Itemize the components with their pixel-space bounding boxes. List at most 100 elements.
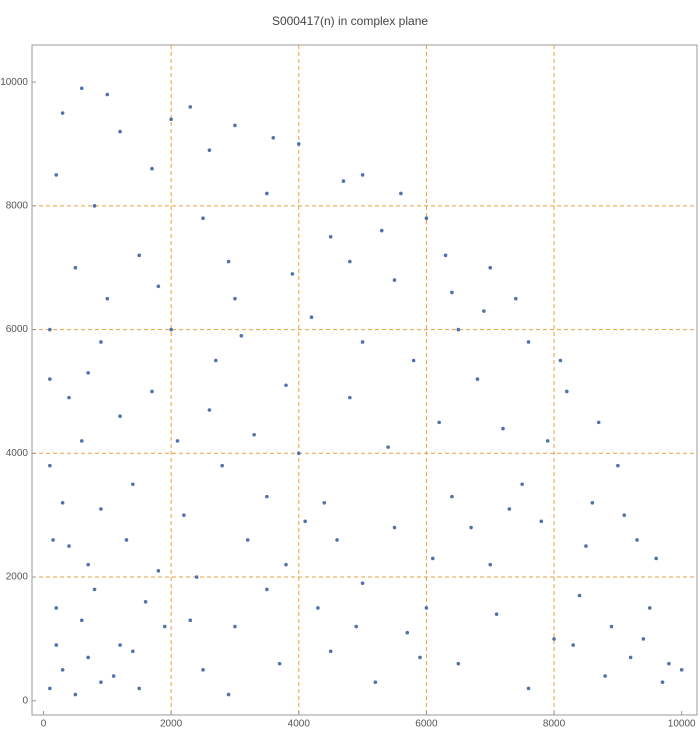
point xyxy=(545,439,550,443)
point xyxy=(239,333,244,338)
point xyxy=(48,686,52,691)
point xyxy=(233,624,237,629)
chart-title: S000417(n) in complex plane xyxy=(272,14,428,28)
y-tick-label: 4000 xyxy=(6,448,29,459)
point xyxy=(424,216,429,221)
point xyxy=(48,377,52,381)
point xyxy=(609,624,614,629)
point xyxy=(124,538,129,542)
point xyxy=(348,395,352,400)
y-tick-label: 6000 xyxy=(6,324,29,335)
point xyxy=(488,562,493,567)
point xyxy=(328,234,333,239)
point xyxy=(507,507,512,511)
point xyxy=(214,358,218,363)
point xyxy=(335,538,339,542)
point xyxy=(73,265,78,270)
point xyxy=(73,692,78,697)
point xyxy=(201,668,205,672)
y-tick-label: 2000 xyxy=(6,572,29,583)
point xyxy=(392,278,397,282)
point xyxy=(175,439,180,443)
point xyxy=(469,525,473,530)
point xyxy=(143,599,148,604)
point xyxy=(226,692,231,697)
point xyxy=(596,420,601,425)
point xyxy=(405,630,410,635)
point xyxy=(48,327,52,332)
x-tick-label: 4000 xyxy=(288,719,311,730)
point xyxy=(660,680,665,685)
point xyxy=(105,296,110,301)
point xyxy=(296,142,301,146)
point xyxy=(316,606,320,610)
point xyxy=(603,674,607,678)
point xyxy=(513,296,518,301)
point xyxy=(79,86,84,91)
point xyxy=(526,686,531,691)
point xyxy=(67,395,71,400)
point xyxy=(150,166,154,171)
point xyxy=(207,408,212,412)
point xyxy=(245,538,250,542)
point xyxy=(424,606,429,610)
point xyxy=(456,661,461,666)
y-tick-label: 10000 xyxy=(0,77,28,88)
x-tick-label: 2000 xyxy=(160,719,183,730)
point xyxy=(360,173,365,177)
point xyxy=(616,463,620,468)
point xyxy=(303,519,307,524)
point xyxy=(162,624,167,629)
point xyxy=(169,327,173,332)
point xyxy=(565,389,569,394)
point xyxy=(118,643,122,647)
point xyxy=(488,265,493,270)
point xyxy=(628,655,633,660)
point xyxy=(399,191,403,196)
point xyxy=(494,612,499,616)
x-tick-label: 8000 xyxy=(543,719,566,730)
point xyxy=(79,618,84,623)
point xyxy=(667,661,671,666)
point xyxy=(411,358,416,363)
point xyxy=(443,253,448,258)
point xyxy=(188,618,193,623)
point xyxy=(348,259,352,264)
point xyxy=(552,637,556,641)
point xyxy=(201,216,205,221)
point xyxy=(79,439,84,443)
point xyxy=(252,432,256,437)
point xyxy=(277,661,282,666)
point xyxy=(86,655,90,660)
point xyxy=(373,680,378,685)
x-tick-label: 0 xyxy=(41,719,47,730)
point xyxy=(354,624,359,629)
point xyxy=(156,284,161,289)
x-tick-label: 6000 xyxy=(415,719,438,730)
plot-frame xyxy=(31,44,698,716)
point xyxy=(520,482,524,487)
point xyxy=(501,426,505,431)
point xyxy=(437,420,441,425)
point xyxy=(654,556,658,561)
point xyxy=(584,544,588,548)
point xyxy=(67,544,71,548)
point xyxy=(641,637,646,641)
point xyxy=(456,327,461,332)
point xyxy=(150,389,154,394)
point xyxy=(99,507,103,511)
point xyxy=(296,451,301,456)
point xyxy=(265,494,269,499)
point xyxy=(265,191,269,196)
y-tick-label: 0 xyxy=(22,695,28,706)
point xyxy=(392,525,397,530)
point xyxy=(182,513,186,517)
point xyxy=(341,179,346,183)
x-tick-label: 10000 xyxy=(668,719,696,730)
point xyxy=(111,674,116,678)
point xyxy=(233,296,237,301)
point xyxy=(118,414,122,418)
point xyxy=(379,228,384,233)
point xyxy=(386,445,390,449)
